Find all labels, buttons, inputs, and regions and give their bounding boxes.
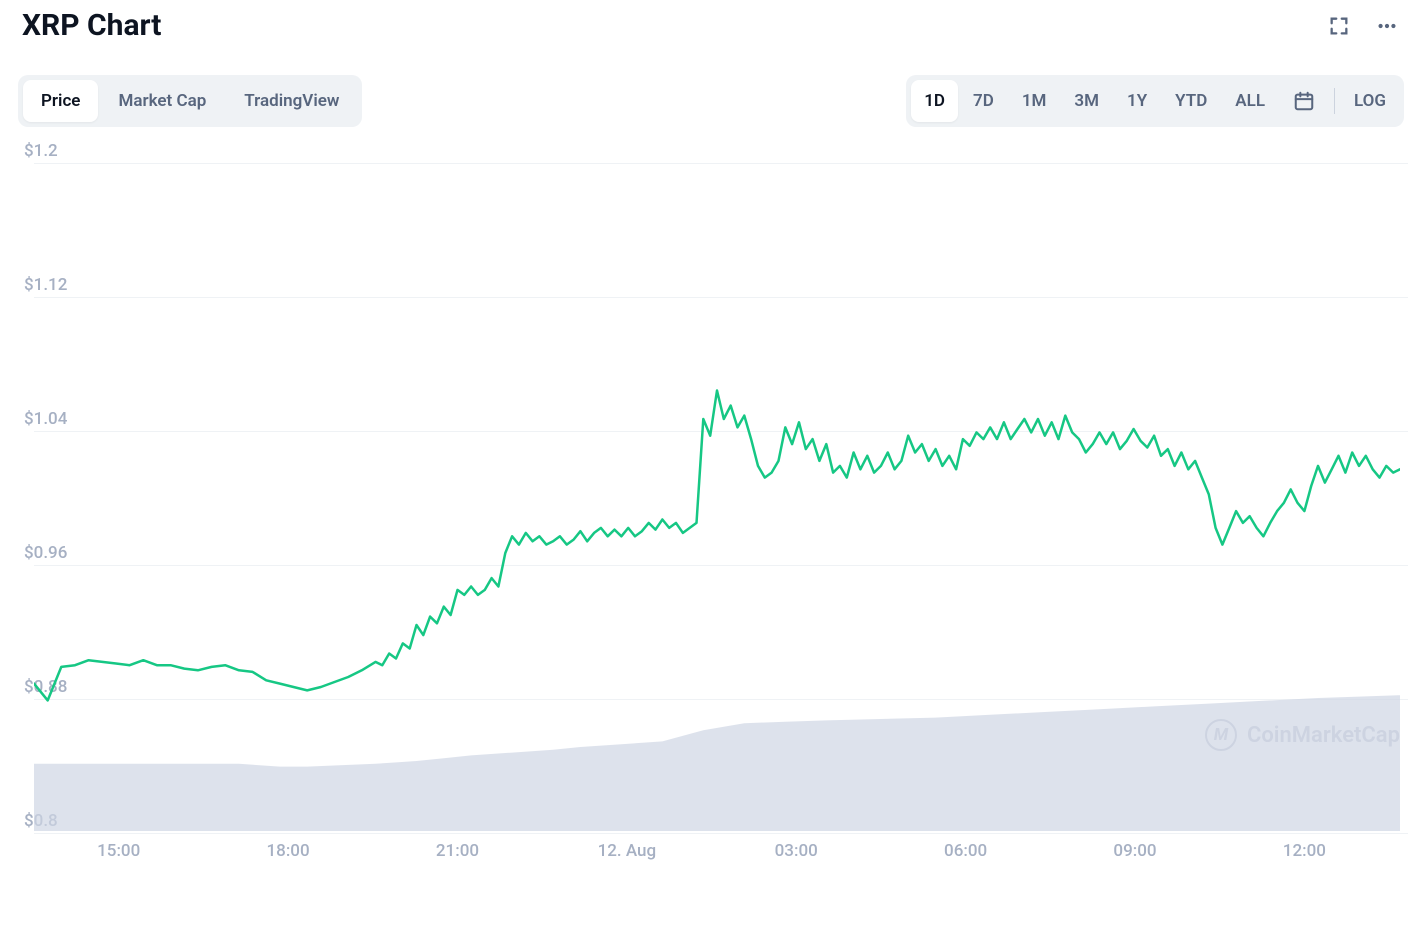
range-tab-7d[interactable]: 7D <box>960 80 1007 122</box>
gridline <box>34 833 1408 834</box>
chart-area: M CoinMarketCap $1.2$1.12$1.04$0.96$0.88… <box>14 151 1408 861</box>
x-axis-label: 06:00 <box>944 841 987 861</box>
range-tab-3m[interactable]: 3M <box>1061 80 1112 122</box>
range-tab-ytd[interactable]: YTD <box>1162 80 1220 122</box>
view-tab-market-cap[interactable]: Market Cap <box>100 80 224 122</box>
more-icon[interactable] <box>1374 15 1400 37</box>
range-tab-all[interactable]: ALL <box>1222 80 1278 122</box>
x-axis-label: 12:00 <box>1283 841 1326 861</box>
page-title: XRP Chart <box>22 8 161 43</box>
view-tab-price[interactable]: Price <box>23 80 98 122</box>
range-tab-1m[interactable]: 1M <box>1009 80 1060 122</box>
log-toggle[interactable]: LOG <box>1341 80 1399 122</box>
controls-row: PriceMarket CapTradingView 1D7D1M3M1YYTD… <box>14 75 1408 127</box>
x-axis-label: 03:00 <box>775 841 818 861</box>
x-axis-label: 09:00 <box>1113 841 1156 861</box>
tab-separator <box>1334 88 1335 114</box>
price-chart <box>34 151 1400 821</box>
view-tab-tradingview[interactable]: TradingView <box>226 80 357 122</box>
view-tabs: PriceMarket CapTradingView <box>18 75 362 127</box>
chart-header: XRP Chart <box>14 8 1408 43</box>
x-axis-label: 21:00 <box>436 841 479 861</box>
calendar-icon[interactable] <box>1280 80 1328 122</box>
fullscreen-icon[interactable] <box>1328 15 1350 37</box>
x-axis-label: 15:00 <box>97 841 140 861</box>
x-axis-label: 12. Aug <box>598 841 657 861</box>
x-axis-label: 18:00 <box>266 841 309 861</box>
range-tab-1y[interactable]: 1Y <box>1114 80 1160 122</box>
header-actions <box>1328 15 1400 37</box>
range-tab-1d[interactable]: 1D <box>911 80 958 122</box>
range-tabs: 1D7D1M3M1YYTDALL LOG <box>906 75 1404 127</box>
